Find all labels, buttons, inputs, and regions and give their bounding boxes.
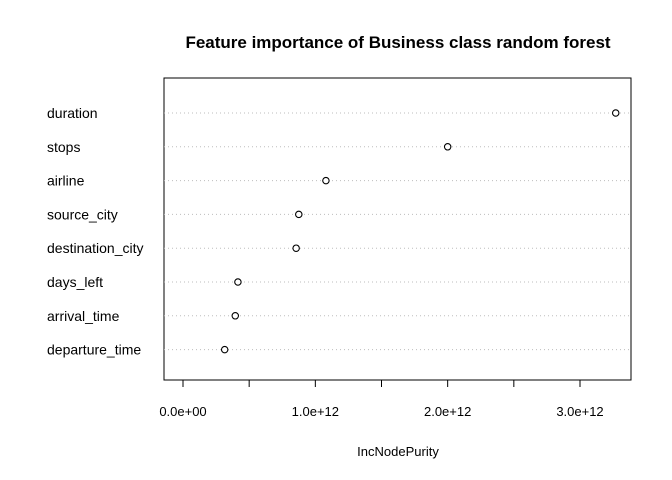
data-point [220, 345, 229, 354]
category-label: departure_time [47, 342, 141, 358]
x-axis: 0.0e+00 1.0e+12 2.0e+12 3.0e+12 [159, 379, 604, 419]
data-point [234, 278, 242, 286]
x-tick-label: 2.0e+12 [424, 404, 471, 419]
plot-area [163, 77, 632, 381]
data-points [220, 109, 620, 354]
x-axis-label: IncNodePurity [357, 444, 439, 459]
category-label: arrival_time [47, 308, 120, 324]
data-point [611, 109, 620, 117]
data-point [295, 210, 303, 219]
category-label: stops [47, 139, 80, 155]
chart-title: Feature importance of Business class ran… [185, 33, 610, 52]
data-point [231, 312, 240, 320]
category-label: airline [47, 173, 85, 189]
category-label: source_city [47, 206, 118, 222]
category-label: duration [47, 105, 98, 121]
data-point [443, 143, 452, 151]
x-tick-label: 3.0e+12 [556, 404, 603, 419]
category-labels: duration stops airline source_city destinati… [47, 105, 144, 358]
data-point [292, 244, 300, 252]
x-tick-label: 1.0e+12 [292, 404, 339, 419]
category-label: destination_city [47, 240, 144, 256]
x-tick-label: 0.0e+00 [159, 404, 206, 419]
category-label: days_left [47, 274, 103, 290]
data-point [322, 176, 330, 185]
